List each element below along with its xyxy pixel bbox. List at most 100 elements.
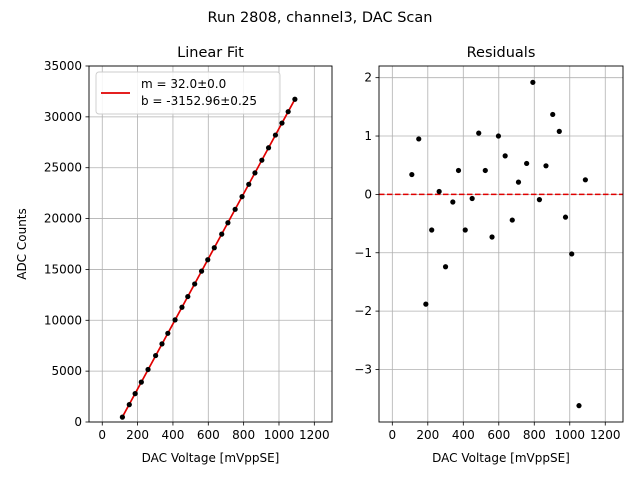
- linear-fit-data-point: [239, 194, 245, 200]
- residuals-data-point: [409, 171, 415, 178]
- residuals-xtick-label: 1000: [554, 428, 585, 442]
- linear-fit-xtick-label: 800: [232, 428, 255, 442]
- residuals-data-point: [524, 160, 530, 167]
- linear-fit-xtick-label: 200: [126, 428, 149, 442]
- residuals-data-point: [476, 130, 482, 136]
- residuals-data-point: [550, 111, 556, 118]
- residuals-data-point: [429, 227, 435, 233]
- residuals-ytick-label: −2: [354, 304, 372, 318]
- residuals-data-point: [482, 167, 488, 174]
- residuals-data-point: [442, 264, 449, 270]
- residuals-data-point: [495, 133, 502, 139]
- linear-fit-data-point: [285, 109, 291, 115]
- residuals-data-point: [416, 136, 422, 142]
- linear-fit-marks: [119, 96, 298, 420]
- residuals-data-point: [509, 217, 515, 223]
- residuals-ticks: 0 200 400 600 800 1000 1200 −3 −2 −1 0 1 2: [354, 71, 620, 442]
- residuals-ytick-label: 0: [364, 187, 372, 201]
- residuals-xlabel: DAC Voltage [mVppSE]: [432, 451, 570, 465]
- residuals-data-point: [502, 153, 508, 159]
- residuals-panel: Residuals 0 200 400 600 800 1000 1200 −3 −2 −1 0 1 2…: [354, 45, 624, 465]
- residuals-data-point: [450, 199, 456, 205]
- linear-fit-data-point: [292, 96, 298, 102]
- residuals-ytick-label: −3: [354, 362, 372, 376]
- residuals-axes-frame: [378, 65, 624, 423]
- residuals-data-point: [469, 195, 475, 202]
- residuals-data-point: [562, 214, 569, 220]
- linear-fit-ytick-label: 0: [74, 415, 82, 429]
- residuals-xtick-label: 600: [487, 428, 510, 442]
- linear-fit-ytick-label: 30000: [44, 110, 82, 124]
- linear-fit-ylabel: ADC Counts: [15, 208, 29, 280]
- linear-fit-data-point: [198, 268, 205, 274]
- residuals-marks: [379, 79, 623, 409]
- linear-fit-data-point: [132, 391, 138, 397]
- linear-fit-data-point: [138, 379, 144, 385]
- linear-fit-data-point: [159, 341, 165, 347]
- residuals-data-point: [489, 234, 495, 240]
- linear-fit-xtick-label: 0: [98, 428, 106, 442]
- residuals-data-point: [543, 163, 549, 169]
- residuals-data-point: [462, 227, 468, 233]
- linear-fit-data-point: [211, 245, 217, 251]
- residuals-data-point: [536, 197, 543, 203]
- residuals-xtick-label: 200: [416, 428, 439, 442]
- residuals-title: Residuals: [467, 45, 536, 61]
- linear-fit-xtick-label: 1000: [264, 428, 295, 442]
- figure-title: Run 2808, channel3, DAC Scan: [208, 10, 433, 26]
- linear-fit-data-point: [219, 231, 225, 237]
- legend-box: [95, 71, 281, 115]
- residuals-ytick-label: −1: [354, 246, 372, 260]
- linear-fit-data-point: [259, 157, 265, 163]
- linear-fit-data-point: [279, 120, 285, 126]
- linear-fit-data-point: [145, 366, 151, 373]
- linear-fit-axes-frame: [88, 65, 333, 423]
- residuals-data-point: [569, 251, 575, 257]
- linear-fit-xtick-label: 1200: [299, 428, 330, 442]
- linear-fit-data-point: [126, 402, 132, 408]
- linear-fit-data-point: [225, 220, 231, 226]
- residuals-xtick-label: 800: [523, 428, 546, 442]
- legend-slope-label: m = 32.0±0.0: [141, 77, 226, 91]
- linear-fit-xtick-label: 400: [161, 428, 184, 442]
- linear-fit-data-point: [153, 352, 159, 359]
- residuals-data-point: [556, 128, 562, 134]
- linear-fit-panel: Linear Fit 0 200 400 600 800 1000 1200 0 5000 100…: [15, 45, 333, 465]
- linear-fit-grid: [89, 65, 332, 423]
- linear-fit-data-point: [172, 317, 178, 323]
- linear-fit-xtick-label: 600: [197, 428, 220, 442]
- linear-fit-data-point: [192, 281, 198, 287]
- residuals-grid: [379, 66, 623, 422]
- residuals-data-point: [530, 79, 536, 85]
- linear-fit-data-point: [232, 206, 238, 212]
- linear-fit-data-point: [265, 145, 272, 151]
- residuals-xtick-label: 400: [452, 428, 475, 442]
- residuals-data-point: [436, 188, 442, 195]
- residuals-data-point: [423, 301, 429, 307]
- linear-fit-ticks: 0 200 400 600 800 1000 1200 0 5000 10000 15000 2000…: [44, 59, 330, 442]
- linear-fit-ytick-label: 5000: [51, 364, 82, 378]
- linear-fit-ytick-label: 10000: [44, 313, 82, 327]
- linear-fit-ytick-label: 20000: [44, 212, 82, 226]
- linear-fit-ytick-label: 15000: [44, 262, 82, 276]
- linear-fit-ytick-label: 25000: [44, 161, 82, 175]
- residuals-data-point: [455, 167, 462, 174]
- linear-fit-data-point: [119, 414, 126, 420]
- residuals-xtick-label: 1200: [590, 428, 621, 442]
- linear-fit-data-point: [252, 170, 258, 176]
- linear-fit-data-point: [246, 181, 252, 187]
- linear-fit-xlabel: DAC Voltage [mVppSE]: [142, 451, 280, 465]
- linear-fit-data-point: [185, 293, 191, 300]
- linear-fit-data-point: [165, 330, 171, 336]
- linear-fit-title: Linear Fit: [177, 45, 244, 61]
- residuals-xtick-label: 0: [388, 428, 396, 442]
- linear-fit-data-point: [272, 132, 279, 138]
- legend-intercept-label: b = -3152.96±0.25: [141, 94, 257, 108]
- legend: m = 32.0±0.0 b = -3152.96±0.25: [95, 71, 281, 115]
- residuals-data-point: [515, 179, 522, 185]
- linear-fit-data-point: [179, 304, 185, 310]
- residuals-data-point: [576, 403, 582, 409]
- residuals-ytick-label: 2: [364, 71, 372, 85]
- linear-fit-ytick-label: 35000: [44, 59, 82, 73]
